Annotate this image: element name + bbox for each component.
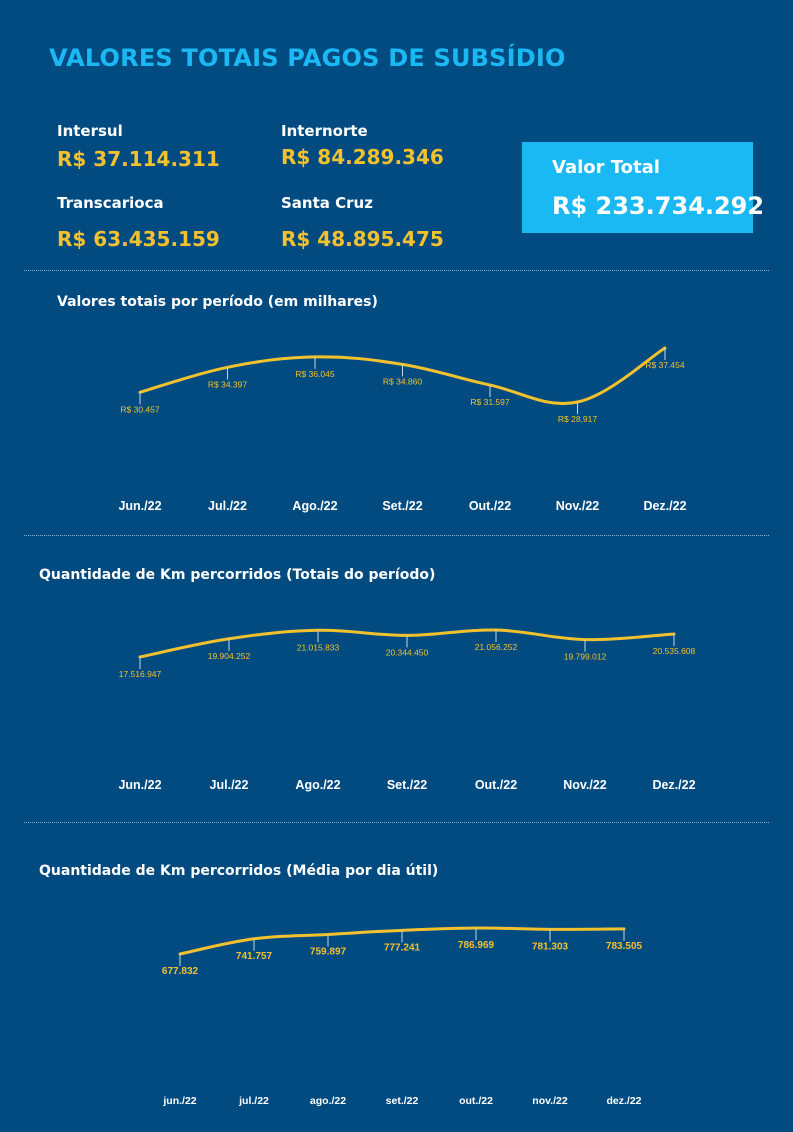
data-label: 17.516.947 — [119, 669, 162, 679]
x-tick-label: set./22 — [386, 1095, 419, 1107]
operator-name-intersul: Intersul — [57, 122, 123, 140]
chart-title-km-media: Quantidade de Km percorridos (Média por … — [39, 863, 439, 879]
x-tick-label: Ago./22 — [295, 778, 340, 792]
data-label: 783.505 — [606, 941, 643, 952]
section-divider — [24, 535, 769, 536]
x-tick-label: Ago./22 — [292, 499, 337, 513]
data-label: 759.897 — [310, 946, 347, 957]
data-label: 786.969 — [458, 940, 495, 951]
x-tick-label: Jun./22 — [118, 778, 161, 792]
x-tick-label: dez./22 — [606, 1095, 641, 1107]
operator-name-internorte: Internorte — [281, 122, 368, 140]
x-tick-label: ago./22 — [310, 1095, 346, 1107]
data-label: R$ 31.597 — [470, 397, 509, 407]
page-title: VALORES TOTAIS PAGOS DE SUBSÍDIO — [49, 44, 566, 72]
data-label: R$ 34.860 — [383, 376, 422, 386]
data-label: 677.832 — [162, 966, 199, 977]
data-label: 20.344.450 — [386, 647, 429, 657]
total-value: R$ 233.734.292 — [552, 192, 765, 220]
data-label: 19.904.252 — [208, 651, 251, 661]
operator-value-transcarioca: R$ 63.435.159 — [57, 227, 220, 251]
x-tick-label: Jul./22 — [208, 499, 247, 513]
x-tick-label: Dez./22 — [652, 778, 695, 792]
chart-title-km-totais: Quantidade de Km percorridos (Totais do … — [39, 567, 436, 583]
data-label: R$ 37.454 — [645, 360, 684, 370]
x-tick-label: nov./22 — [532, 1095, 568, 1107]
data-label: 781.303 — [532, 941, 569, 952]
x-tick-label: Nov./22 — [556, 499, 600, 513]
data-label: 21.015.833 — [297, 642, 340, 652]
x-tick-label: jun./22 — [162, 1095, 196, 1107]
data-label: 20.535.608 — [653, 646, 696, 656]
data-label: R$ 36.045 — [295, 369, 334, 379]
data-label: 741.757 — [236, 951, 273, 962]
line-chart-km-media: 677.832 jun./22 741.757 jul./22 759.897 ago./… — [162, 926, 643, 1107]
data-label: 777.241 — [384, 942, 421, 953]
x-tick-label: Dez./22 — [643, 499, 686, 513]
operator-name-santa-cruz: Santa Cruz — [281, 194, 373, 212]
line-chart-valores: R$ 30.457 Jun./22 R$ 34.397 Jul./22 R$ 36.04… — [118, 346, 687, 513]
line-chart-km-totais: 17.516.947 Jun./22 19.904.252 Jul./22 21.015… — [118, 628, 696, 792]
data-label: 21.056.252 — [475, 642, 518, 652]
operator-value-intersul: R$ 37.114.311 — [57, 147, 220, 171]
section-divider — [24, 270, 769, 271]
x-tick-label: out./22 — [459, 1095, 493, 1107]
x-tick-label: Jul./22 — [210, 778, 249, 792]
data-label: R$ 28.917 — [558, 414, 597, 424]
x-tick-label: jul./22 — [238, 1095, 269, 1107]
operator-value-santa-cruz: R$ 48.895.475 — [281, 227, 444, 251]
x-tick-label: Jun./22 — [118, 499, 161, 513]
data-label: R$ 30.457 — [120, 404, 159, 414]
x-tick-label: Nov./22 — [563, 778, 607, 792]
operator-value-internorte: R$ 84.289.346 — [281, 145, 444, 169]
section-divider — [24, 822, 769, 823]
total-card: Valor Total R$ 233.734.292 — [522, 142, 764, 233]
operator-name-transcarioca: Transcarioca — [57, 194, 164, 212]
x-tick-label: Out./22 — [469, 499, 511, 513]
data-label: R$ 34.397 — [208, 379, 247, 389]
chart-title-valores: Valores totais por período (em milhares) — [57, 294, 378, 310]
data-label: 19.799.012 — [564, 652, 607, 662]
x-tick-label: Out./22 — [475, 778, 517, 792]
x-tick-label: Set./22 — [382, 499, 422, 513]
x-tick-label: Set./22 — [387, 778, 427, 792]
total-label: Valor Total — [552, 157, 660, 178]
